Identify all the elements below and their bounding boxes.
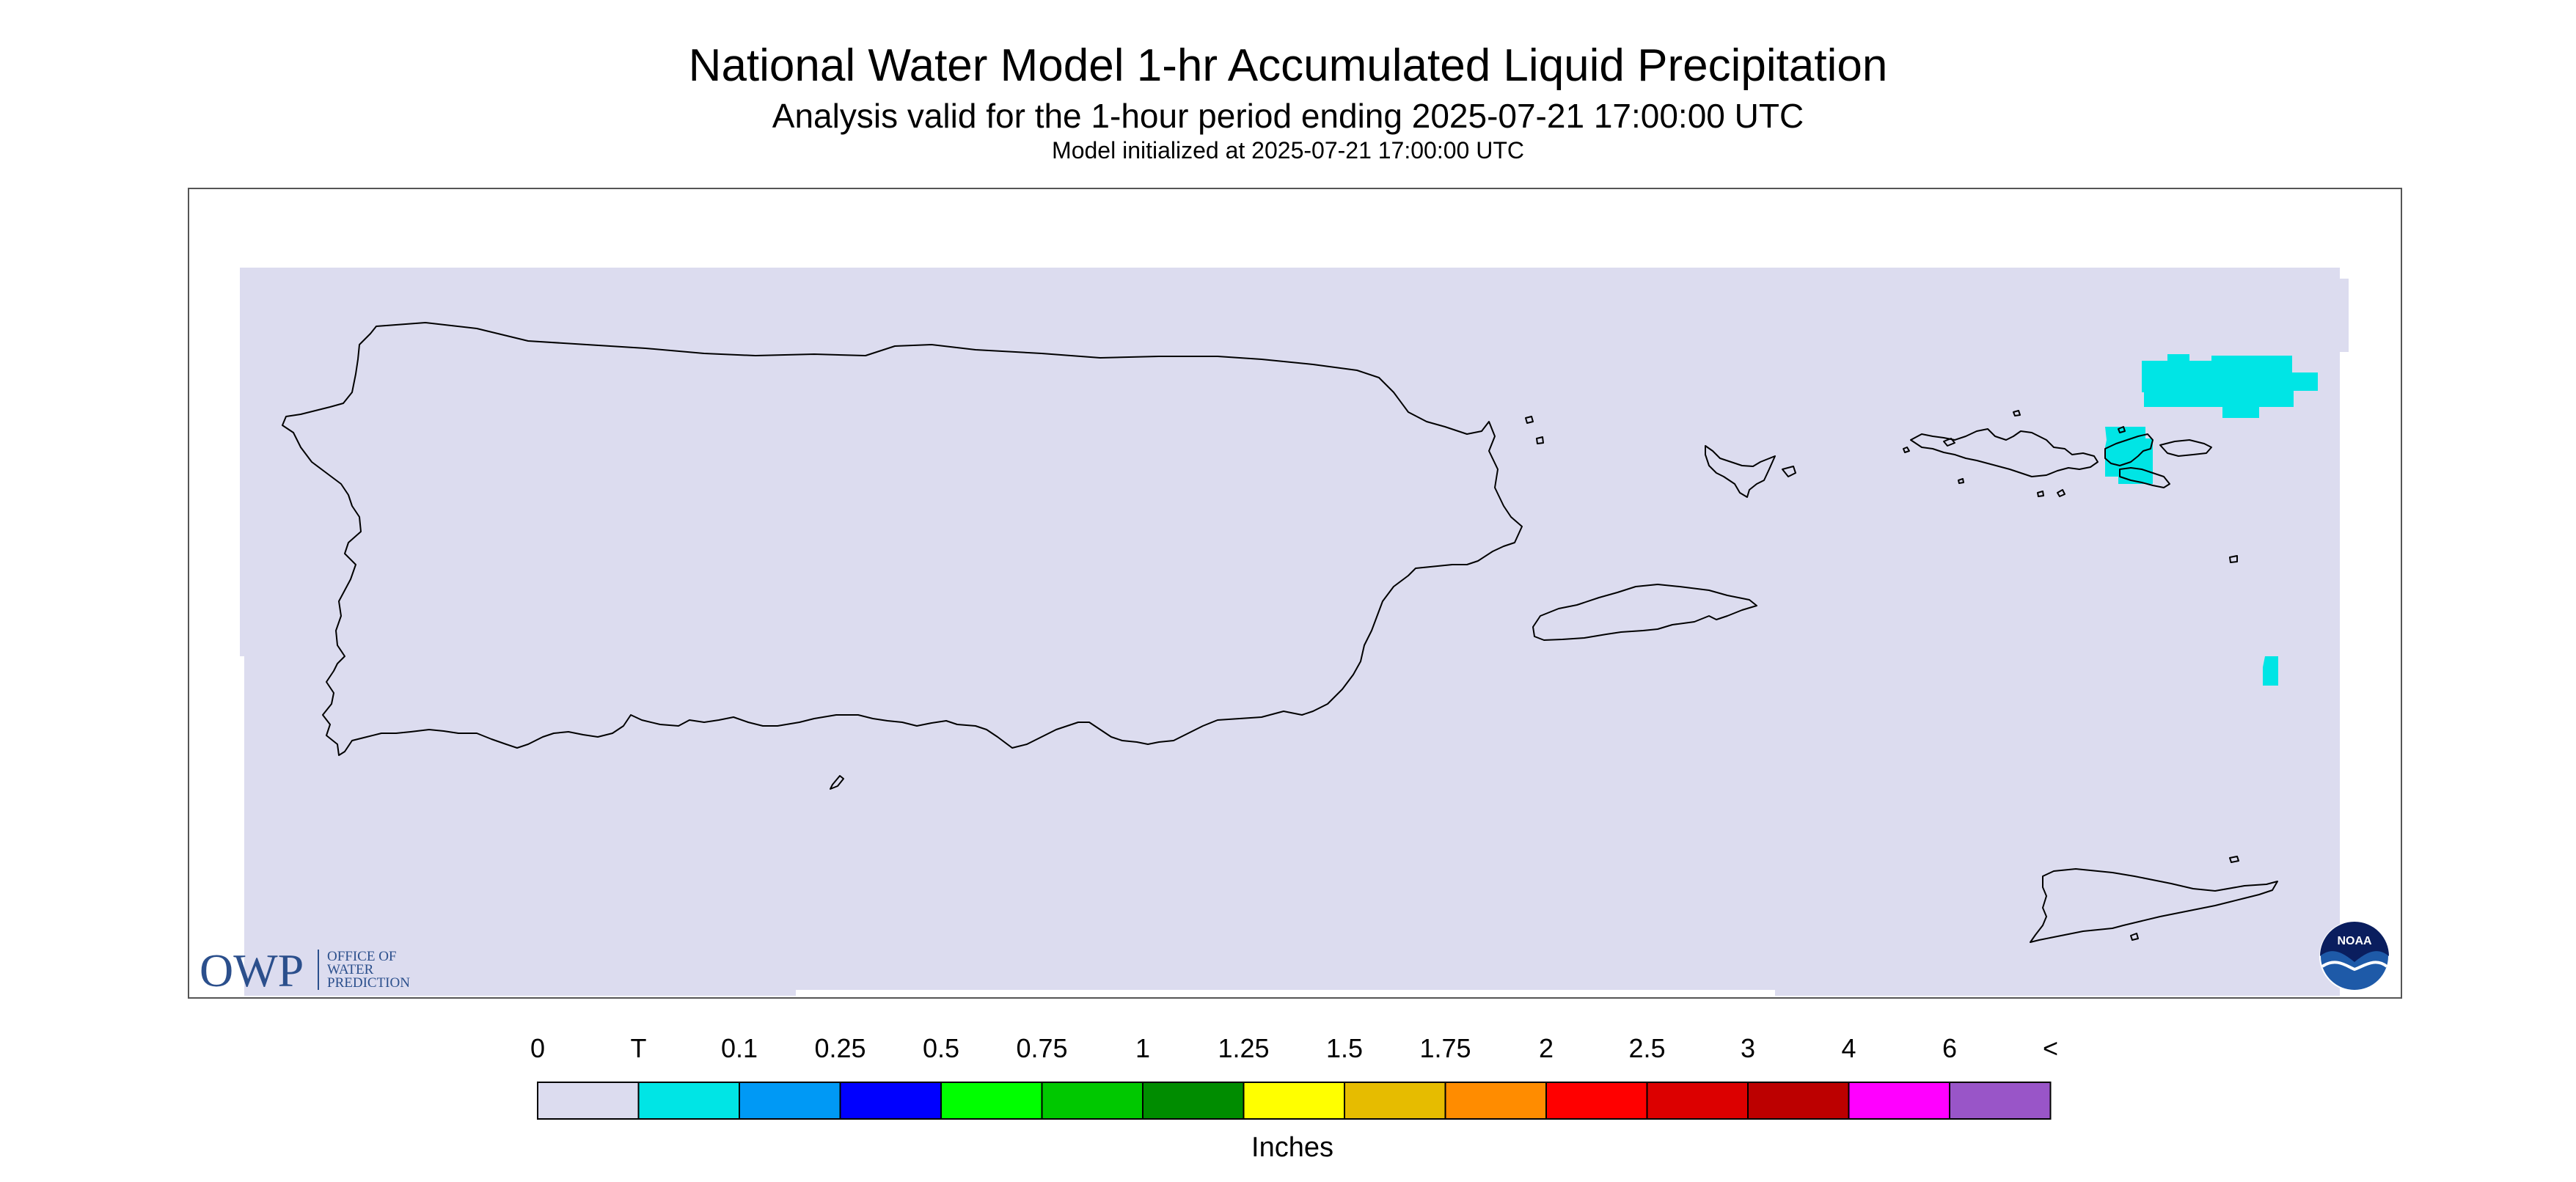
legend-swatch <box>637 1082 740 1120</box>
st-croix-coastline <box>2030 868 2278 943</box>
legend-label: 0.25 <box>814 1033 866 1063</box>
map-title: National Water Model 1-hr Accumulated Li… <box>688 40 1888 91</box>
legend-label: 1 <box>1135 1033 1151 1063</box>
legend-label: 2.5 <box>1628 1033 1666 1063</box>
virgin-islands-north-coastline <box>1910 428 2099 477</box>
legend-label: 0.75 <box>1016 1033 1068 1063</box>
map-subtitle: Analysis valid for the 1-hour period end… <box>772 97 1804 135</box>
culebra-islet <box>1782 466 1796 477</box>
precip-cell-bvi <box>2142 354 2318 418</box>
small-islet-9 <box>2229 555 2238 563</box>
small-islet-1 <box>1903 447 1910 453</box>
legend-label: 1.75 <box>1419 1033 1471 1063</box>
legend-label: 2 <box>1538 1033 1554 1063</box>
legend-swatch <box>1243 1082 1345 1120</box>
culebra-coastline <box>1705 445 1776 498</box>
puerto-rico-coastline <box>282 322 1523 756</box>
noaa-logo: NOAA <box>2319 921 2390 991</box>
legend-label: 4 <box>1841 1033 1856 1063</box>
legend-label: < <box>2042 1033 2059 1063</box>
small-islet-6 <box>2118 426 2126 433</box>
small-islet-5 <box>2013 410 2021 416</box>
small-islet-7 <box>1525 416 1534 424</box>
legend-label: 3 <box>1740 1033 1756 1063</box>
jost-van-dyke <box>1943 438 1955 447</box>
st-john-coastline <box>2119 467 2170 488</box>
legend-swatch <box>739 1082 841 1120</box>
legend-swatch <box>1646 1082 1749 1120</box>
legend-label: 0 <box>530 1033 546 1063</box>
st-croix-islet-1 <box>2229 856 2239 863</box>
model-init-time: Model initialized at 2025-07-21 17:00:00… <box>1052 137 1524 164</box>
model-domain <box>240 268 2349 996</box>
small-islet-2 <box>2037 491 2044 497</box>
legend-label: 0.1 <box>720 1033 758 1063</box>
tortola-coastline <box>2159 439 2212 457</box>
owp-logo: OWP OFFICE OF WATER PREDICTION <box>200 944 410 996</box>
legend-label: 6 <box>1942 1033 1958 1063</box>
legend-swatch <box>1949 1082 2052 1120</box>
legend-label: 0.5 <box>922 1033 960 1063</box>
legend-swatch <box>940 1082 1043 1120</box>
owp-logo-line3: PREDICTION <box>327 975 410 991</box>
legend-swatch <box>1142 1082 1245 1120</box>
mona-island <box>830 775 844 790</box>
vieques-coastline <box>1532 584 1757 641</box>
legend-swatch <box>1041 1082 1144 1120</box>
legend-swatch <box>1344 1082 1446 1120</box>
legend-swatch <box>1444 1082 1547 1120</box>
coastlines <box>282 322 2278 943</box>
small-islet-4 <box>2057 489 2065 497</box>
legend-swatch <box>1545 1082 1648 1120</box>
st-thomas-coastline <box>2104 433 2154 466</box>
owp-logo-mark: OWP <box>200 944 304 996</box>
legend-label: T <box>630 1033 647 1063</box>
small-islet-3 <box>1958 478 1964 484</box>
legend-label: 1.25 <box>1218 1033 1270 1063</box>
small-islet-8 <box>1536 436 1544 444</box>
st-croix-islet-2 <box>2130 933 2139 941</box>
legend-swatch <box>839 1082 942 1120</box>
legend-swatch <box>537 1082 640 1120</box>
legend-color-bar <box>537 1082 2052 1120</box>
legend-swatch <box>1848 1082 1950 1120</box>
precip-cell-east <box>2263 656 2278 686</box>
noaa-logo-text: NOAA <box>2337 935 2372 947</box>
owp-logo-line1: OFFICE OF <box>327 949 397 964</box>
legend-units: Inches <box>1251 1132 1333 1163</box>
legend-swatch <box>1747 1082 1850 1120</box>
legend-label: 1.5 <box>1325 1033 1364 1063</box>
owp-logo-line2: WATER <box>327 962 374 977</box>
